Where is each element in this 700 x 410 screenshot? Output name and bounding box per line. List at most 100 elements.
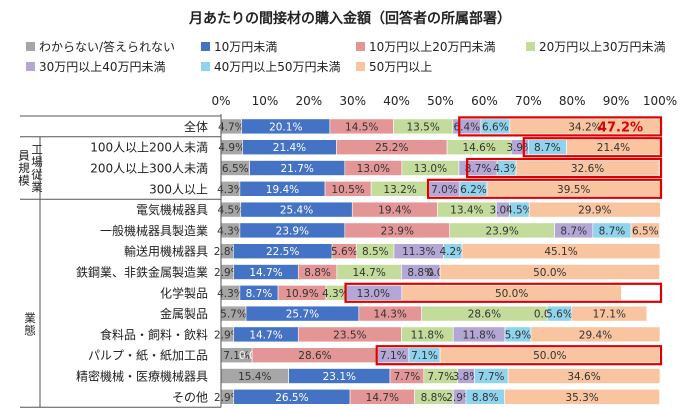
data-label: 11.3% [402,246,435,258]
category-label: 精密機械・医療機械器具 [76,369,208,384]
data-label: 23.5% [333,329,366,341]
highlight-box [458,116,663,137]
category-label: 300人以上 [149,182,208,196]
data-label: 7.1% [411,350,438,362]
bar-segment [461,243,661,259]
bar-segment [630,222,660,239]
data-label: 14.7% [249,329,282,341]
data-label: 21.4% [273,142,306,154]
legend-label: 10万円未満 [214,40,278,54]
legend-swatch [356,42,365,51]
legend-item: 30万円以上40万円未満 [26,58,166,75]
data-label: 6.5% [632,225,659,237]
category-label: 電気機械器具 [136,202,208,217]
category-label: 鉄鋼業、非鉄金属製造業 [76,265,208,280]
data-label: 3.8% [453,371,480,383]
data-label: 4.9% [218,142,245,154]
data-label: 5.9% [505,329,532,341]
data-label: 50.0% [533,350,566,362]
data-label: 23.1% [323,371,356,383]
data-label: 22.5% [266,246,299,258]
data-label: 6.4% [453,121,480,133]
data-label: 25.4% [280,205,313,217]
highlight-box [522,137,663,158]
legend-label: 20万円以上30万円未満 [539,40,666,54]
chart-title: 月あたりの間接材の購入金額（回答者の所属部署） [189,11,511,27]
bar-segment [504,388,660,405]
legend-label: わからない/答えられない [39,40,176,54]
bar-segment [401,284,622,301]
x-tick-label: 40% [383,94,410,108]
data-label: 29.4% [579,329,612,341]
data-label: 23.9% [381,225,414,237]
data-label: 7.7% [478,371,505,383]
data-label: 4.2% [439,246,466,258]
data-label: 13.0% [414,163,447,175]
legend-label: 30万円以上40万円未満 [39,60,166,74]
data-label: 29.9% [578,205,611,217]
data-label: 5.7% [220,309,247,321]
category-label: パルプ・紙・紙加工品 [88,348,208,363]
x-tick-label: 100% [643,94,677,108]
data-label: 5.6% [331,246,358,258]
data-label: 26.5% [275,392,308,404]
bar-segment [528,201,661,218]
category-label: 一般機械器具製造業 [100,223,208,238]
data-label: 4.5% [218,205,245,217]
legend-item: わからない/答えられない [26,38,175,55]
legend-item: 20万円以上30万円未満 [526,38,666,55]
group-label-char: 工 [31,142,43,156]
data-label: 6.2% [460,184,487,196]
data-label: 10.9% [285,288,318,300]
legend-swatch [201,62,210,71]
legend-swatch [526,42,535,51]
data-label: 23.9% [485,225,518,237]
data-label: 7.7% [427,371,454,383]
data-label: 11.8% [462,329,495,341]
data-label: 10.5% [331,184,364,196]
data-label: 21.4% [597,142,630,154]
annotation-label: 47.2% [598,120,643,135]
bar-segment [515,160,660,176]
category-label: 100人以上200人未満 [90,141,208,155]
category-label: 全体 [184,119,208,134]
data-label: 6.5% [222,163,249,175]
legend-item: 10万円未満 [201,38,277,55]
data-label: 23.9% [276,225,309,237]
bar-segment [507,368,661,384]
legend-swatch [26,62,35,71]
data-label: 8.7% [599,225,626,237]
group-label-char: 従 [31,167,43,181]
data-label: 39.5% [557,184,590,196]
data-label: 8.5% [362,246,389,258]
data-label: 45.1% [544,246,577,258]
legend-label: 50万円以上 [369,60,433,74]
data-label: 7.0% [431,184,458,196]
data-label: 13.5% [406,121,439,133]
data-label: 11.8% [411,329,444,341]
group-label-char: 模 [18,174,30,188]
group-label-char: 業 [31,180,43,194]
bar-segment [530,326,661,343]
data-label: 4.3% [217,288,244,300]
data-label: 14.3% [374,309,407,321]
data-label: 8.8% [421,392,448,404]
data-label: 17.1% [593,309,626,321]
data-label: 28.6% [468,309,501,321]
data-label: 8.7% [465,163,492,175]
data-label: 14.7% [249,267,282,279]
data-label: 20.1% [269,121,302,133]
x-tick-label: 10% [252,94,279,108]
legend-label: 10万円以上20万円未満 [369,40,496,54]
data-label: 32.6% [571,163,604,175]
category-label: 化学製品 [160,285,208,300]
data-label: 7.1% [223,350,250,362]
bar-segment [439,264,660,280]
data-label: 6.6% [482,121,509,133]
x-tick-label: 50% [427,94,454,108]
highlight-box [466,157,663,179]
data-label: 13.2% [383,184,416,196]
legend-item: 10万円以上20万円未満 [356,38,496,55]
legend-swatch [356,62,365,71]
